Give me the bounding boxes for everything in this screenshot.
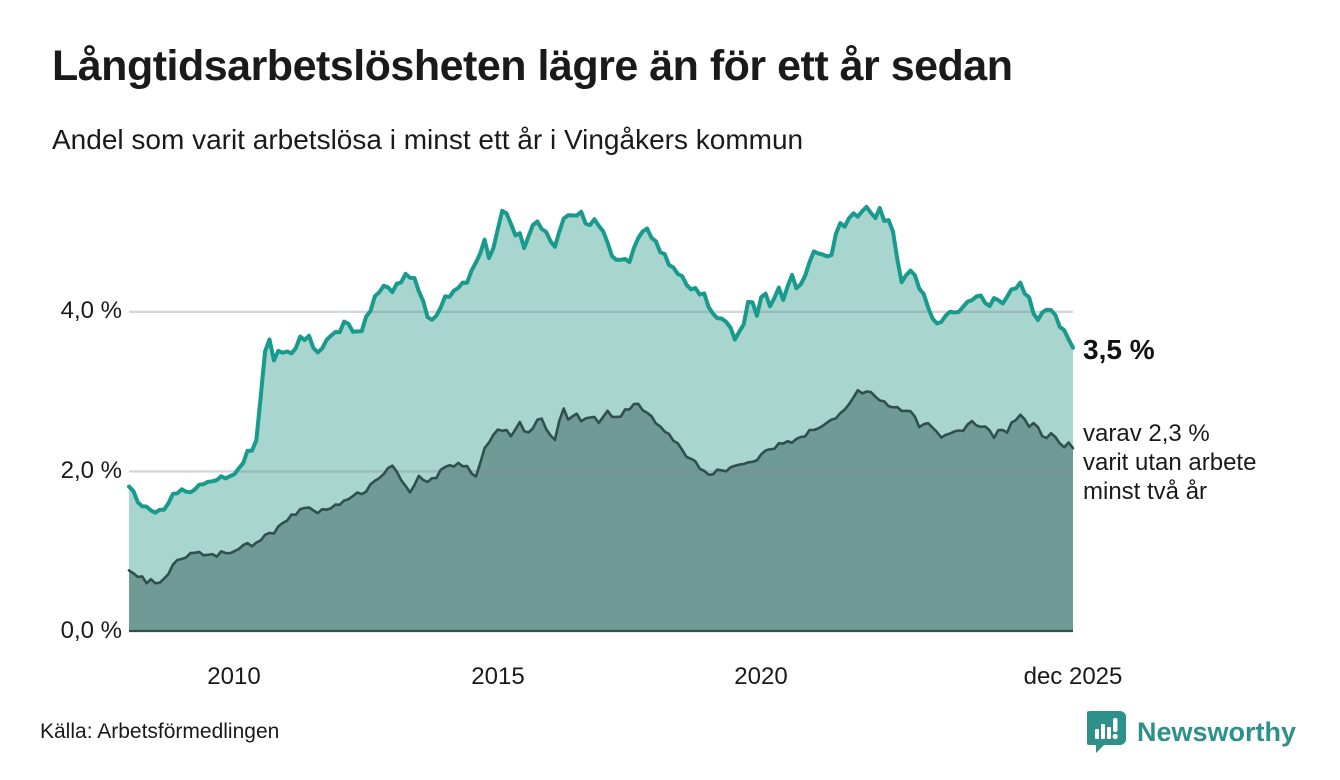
y-tick-4: 4,0 % <box>60 297 122 324</box>
two-year-share-label: varav 2,3 % varit utan arbete minst två … <box>1083 419 1256 506</box>
x-tick-2020: 2020 <box>734 663 788 690</box>
bar-2 <box>1100 724 1105 739</box>
speech-bubble-shape <box>1086 711 1126 753</box>
x-tick-2010: 2010 <box>207 663 261 690</box>
source-attribution: Källa: Arbetsförmedlingen <box>40 720 280 743</box>
two-year-share-line2: varit utan arbete <box>1083 449 1257 476</box>
y-tick-0: 0,0 % <box>60 617 122 644</box>
latest-value-label: 3,5 % <box>1083 334 1155 365</box>
two-year-share-line1: varav 2,3 % <box>1083 420 1210 447</box>
newsworthy-wordmark: Newsworthy <box>1136 716 1296 747</box>
bar-3 <box>1106 727 1111 739</box>
two-year-share-line3: minst två år <box>1083 478 1208 505</box>
x-tick-2015: 2015 <box>471 663 525 690</box>
newsworthy-logo-icon <box>1086 710 1127 754</box>
x-tick-dec-2025: dec 2025 <box>1023 663 1123 690</box>
page-title: Långtidsarbetslösheten lägre än för ett … <box>52 42 1013 90</box>
bar-1 <box>1094 729 1099 739</box>
y-tick-2: 2,0 % <box>60 457 122 484</box>
chart-subtitle: Andel som varit arbetslösa i minst ett å… <box>52 124 804 155</box>
exclamation-dot <box>1112 733 1118 740</box>
exclamation-bar <box>1112 718 1118 732</box>
newsworthy-brand: Newsworthy <box>1086 710 1296 754</box>
